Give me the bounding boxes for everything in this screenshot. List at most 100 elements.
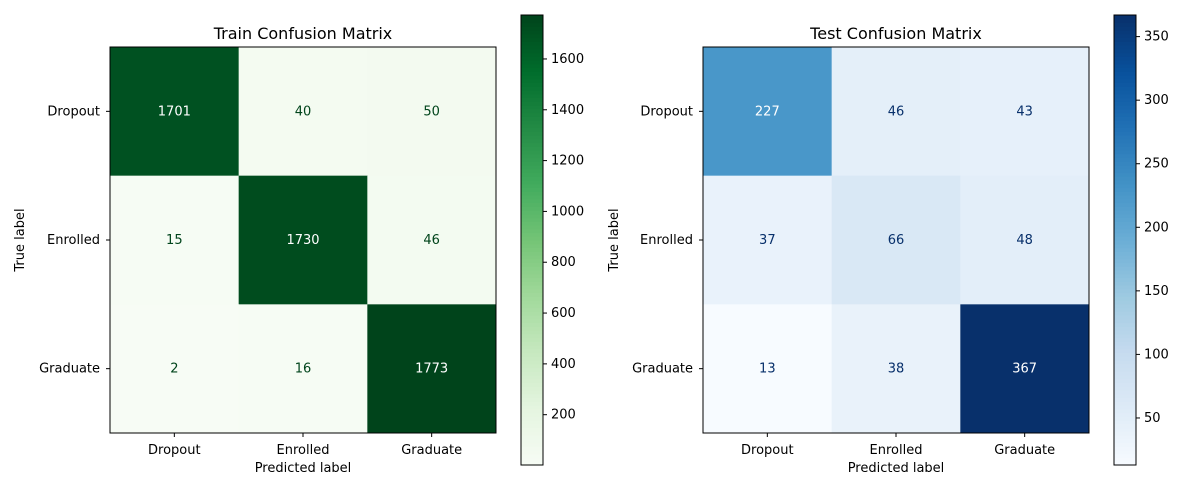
test-cell-value: 367 — [1012, 362, 1037, 377]
test-colorbar-segment — [1114, 176, 1136, 181]
train-x-tick-label: Dropout — [148, 443, 201, 458]
test-colorbar-segment — [1114, 41, 1136, 46]
test-colorbar-segment — [1114, 393, 1136, 399]
train-x-ticks: Dropout Enrolled Graduate — [148, 433, 462, 458]
train-colorbar-tick-label: 400 — [551, 357, 576, 372]
train-colorbar-segment — [521, 273, 543, 279]
train-colorbar-segment — [521, 198, 543, 204]
test-cell-enrolled-enrolled — [831, 175, 961, 305]
train-colorbar-segment — [521, 401, 543, 406]
train-colorbar-segment — [521, 221, 543, 226]
test-colorbar-segment — [1114, 300, 1136, 305]
test-colorbar-segment — [1114, 412, 1136, 417]
test-y-tick-label: Dropout — [640, 104, 693, 119]
train-colorbar-segment — [521, 300, 543, 305]
train-colorbar-segment — [521, 116, 543, 121]
train-colorbar-segment — [521, 367, 543, 372]
train-colorbar-frame — [520, 14, 544, 466]
test-colorbar-segment — [1114, 37, 1136, 42]
train-colorbar-segment — [521, 165, 543, 170]
train-colorbar-segment — [521, 416, 543, 421]
test-colorbar-segment — [1114, 431, 1136, 436]
train-colorbar-segment — [521, 315, 543, 320]
train-cell-enrolled-dropout — [110, 175, 240, 305]
test-cell-values: 227 46 43 37 66 48 13 38 367 — [755, 104, 1037, 376]
train-colorbar-segment — [521, 352, 543, 357]
train-y-tick-label: Enrolled — [47, 233, 100, 248]
test-colorbar-segment — [1114, 101, 1136, 106]
train-colorbar-segment — [521, 90, 543, 95]
train-colorbar-segment — [521, 146, 543, 151]
train-colorbar-segment — [521, 180, 543, 185]
train-colorbar-segment — [521, 30, 543, 35]
test-colorbar-segment — [1114, 363, 1136, 369]
train-colorbar-segment — [521, 75, 543, 80]
train-colorbar-segment — [521, 307, 543, 312]
test-colorbar-segment — [1114, 270, 1136, 275]
train-colorbar-segment — [521, 138, 543, 144]
train-colorbar-segment — [521, 71, 543, 76]
train-colorbar-segment — [521, 41, 543, 46]
test-colorbar-segment — [1114, 371, 1136, 376]
train-colorbar-segment — [521, 322, 543, 327]
train-colorbar-segment — [521, 236, 543, 241]
test-colorbar-segment — [1114, 356, 1136, 361]
train-chart-title: Train Confusion Matrix — [213, 24, 393, 43]
test-colorbar-segment — [1114, 198, 1136, 204]
test-colorbar-segment — [1114, 135, 1136, 140]
test-colorbar-tick-label: 250 — [1144, 157, 1169, 172]
test-colorbar-segment — [1114, 273, 1136, 279]
test-heatmap-cells — [703, 47, 1090, 434]
train-y-ticks: Dropout Enrolled Graduate — [39, 104, 110, 377]
train-cell-dropout-graduate — [367, 47, 497, 177]
train-colorbar-segment — [521, 26, 543, 31]
test-colorbar-segment — [1114, 180, 1136, 185]
train-cell-value: 2 — [170, 362, 178, 377]
test-colorbar-tick-label: 200 — [1144, 220, 1169, 235]
train-colorbar-segment — [521, 120, 543, 125]
train-confusion-matrix-panel: Train Confusion Matrix Predicted label T… — [13, 14, 584, 476]
test-colorbar-segment — [1114, 15, 1136, 20]
train-colorbar-segment — [521, 157, 543, 162]
test-colorbar-segment — [1114, 322, 1136, 327]
train-colorbar-segment — [521, 318, 543, 324]
test-colorbar-segment — [1114, 427, 1136, 432]
test-colorbar-segment — [1114, 446, 1136, 451]
test-colorbar-segment — [1114, 438, 1136, 444]
test-colorbar-segment — [1114, 108, 1136, 114]
train-colorbar-segment — [521, 442, 543, 447]
test-confusion-matrix-panel: Test Confusion Matrix Predicted label Tr… — [607, 14, 1169, 476]
test-colorbar-segment — [1114, 453, 1136, 459]
train-cell-graduate-dropout — [110, 304, 240, 434]
train-colorbar-segment — [521, 18, 543, 24]
train-colorbar-tick-label: 1200 — [551, 154, 584, 169]
test-colorbar-segment — [1114, 401, 1136, 406]
train-colorbar-segment — [521, 63, 543, 69]
train-colorbar-segment — [521, 397, 543, 402]
test-colorbar-tick-label: 300 — [1144, 93, 1169, 108]
train-colorbar-segment — [521, 67, 543, 72]
test-colorbar-segment — [1114, 397, 1136, 402]
test-colorbar-segment — [1114, 461, 1136, 466]
train-colorbar-segment — [521, 243, 543, 249]
test-colorbar-segment — [1114, 240, 1136, 245]
test-y-tick-label: Enrolled — [640, 233, 693, 248]
train-colorbar-segment — [521, 101, 543, 106]
train-cell-value: 16 — [295, 362, 312, 377]
test-cell-value: 38 — [888, 362, 905, 377]
train-colorbar-segment — [521, 37, 543, 42]
train-cell-enrolled-graduate — [367, 175, 497, 305]
test-colorbar-segment — [1114, 318, 1136, 324]
train-colorbar-segment — [521, 183, 543, 189]
test-cell-dropout-graduate — [960, 47, 1090, 177]
train-colorbar-segment — [521, 45, 543, 50]
train-colorbar-segment — [521, 461, 543, 466]
test-cell-graduate-graduate — [960, 304, 1090, 434]
test-colorbar-segment — [1114, 367, 1136, 372]
test-colorbar-segment — [1114, 420, 1136, 425]
test-colorbar-tick-label: 150 — [1144, 284, 1169, 299]
test-colorbar-segment — [1114, 217, 1136, 222]
test-colorbar-segment — [1114, 60, 1136, 65]
test-colorbar-segment — [1114, 375, 1136, 380]
test-y-axis-label: True label — [607, 208, 622, 272]
